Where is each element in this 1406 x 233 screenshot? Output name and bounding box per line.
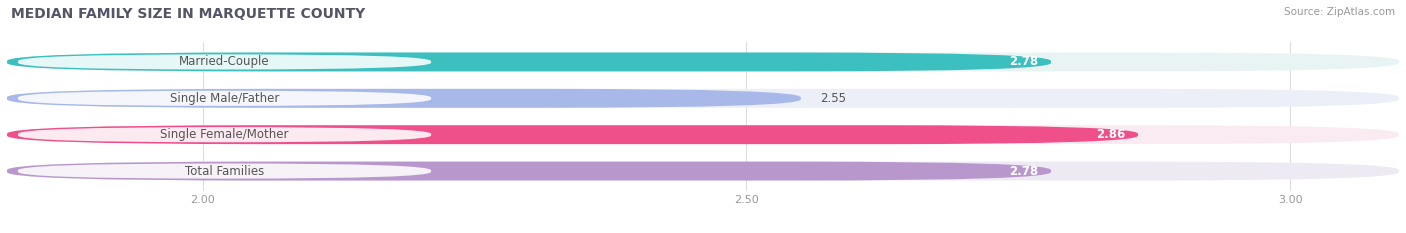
FancyBboxPatch shape <box>18 164 432 179</box>
Text: Total Families: Total Families <box>186 164 264 178</box>
Text: MEDIAN FAMILY SIZE IN MARQUETTE COUNTY: MEDIAN FAMILY SIZE IN MARQUETTE COUNTY <box>11 7 366 21</box>
FancyBboxPatch shape <box>7 52 1399 71</box>
Text: Source: ZipAtlas.com: Source: ZipAtlas.com <box>1284 7 1395 17</box>
Text: 2.78: 2.78 <box>1010 55 1038 69</box>
Text: Single Male/Father: Single Male/Father <box>170 92 280 105</box>
Text: 2.78: 2.78 <box>1010 164 1038 178</box>
FancyBboxPatch shape <box>7 162 1050 181</box>
FancyBboxPatch shape <box>7 125 1399 144</box>
Text: Married-Couple: Married-Couple <box>179 55 270 69</box>
Text: 2.55: 2.55 <box>821 92 846 105</box>
FancyBboxPatch shape <box>7 52 1050 71</box>
FancyBboxPatch shape <box>7 162 1399 181</box>
FancyBboxPatch shape <box>18 91 432 106</box>
Text: Single Female/Mother: Single Female/Mother <box>160 128 288 141</box>
FancyBboxPatch shape <box>7 89 1399 108</box>
Text: 2.86: 2.86 <box>1095 128 1125 141</box>
FancyBboxPatch shape <box>18 54 432 69</box>
FancyBboxPatch shape <box>7 89 801 108</box>
FancyBboxPatch shape <box>18 127 432 142</box>
FancyBboxPatch shape <box>7 125 1137 144</box>
